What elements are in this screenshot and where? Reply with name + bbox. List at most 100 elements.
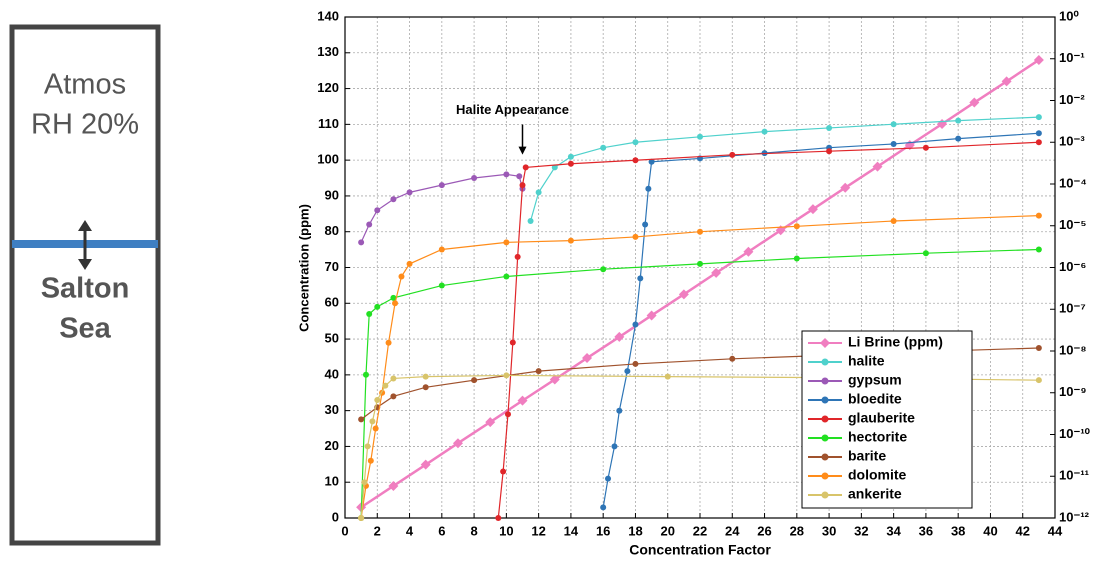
data-point — [729, 355, 736, 362]
data-point — [366, 221, 373, 228]
y-tick-label: 130 — [317, 44, 339, 59]
data-point — [624, 368, 631, 375]
series-line — [360, 58, 1040, 509]
x-tick-label: 10 — [499, 523, 513, 538]
legend: Li Brine (ppm) halite gypsum bloedite glaube… — [801, 330, 973, 509]
data-point — [632, 139, 639, 146]
data-point — [697, 228, 703, 235]
y-tick-label: 100 — [317, 152, 339, 167]
x-tick-label: 44 — [1048, 523, 1063, 538]
data-point — [516, 173, 523, 180]
data-point — [1035, 344, 1042, 351]
data-point — [514, 253, 521, 260]
data-point — [632, 233, 639, 240]
y2-tick-label: 10⁻¹¹ — [1059, 468, 1089, 483]
legend-marker — [821, 453, 829, 461]
legend-marker — [821, 377, 829, 385]
y2-tick-label: 10⁻⁵ — [1059, 217, 1086, 232]
series-line — [360, 173, 524, 243]
data-point — [503, 372, 510, 379]
x-tick-label: 14 — [564, 523, 579, 538]
legend-marker — [820, 338, 830, 348]
data-point — [361, 479, 368, 486]
legend-marker — [821, 358, 829, 366]
data-point — [392, 300, 399, 307]
data-point — [697, 133, 703, 140]
data-point — [390, 196, 397, 203]
data-point — [807, 204, 818, 215]
x-tick-label: 4 — [406, 523, 414, 538]
legend-marker — [821, 415, 829, 423]
data-point — [390, 375, 397, 382]
data-point — [582, 353, 593, 364]
data-point — [452, 438, 463, 449]
x-tick-label: 20 — [660, 523, 674, 538]
x-tick-label: 8 — [470, 523, 477, 538]
data-point — [509, 339, 516, 346]
panel-text: Atmos — [44, 69, 126, 101]
y-tick-label: 10 — [325, 474, 339, 489]
data-point — [890, 121, 897, 128]
x-tick-label: 24 — [725, 523, 740, 538]
data-point — [374, 397, 381, 404]
data-point — [372, 425, 379, 432]
data-point — [890, 217, 897, 224]
data-point — [922, 144, 929, 151]
data-point — [793, 255, 800, 262]
data-point — [519, 182, 526, 189]
y2-tick-label: 10⁻¹² — [1059, 509, 1090, 524]
data-point — [549, 374, 560, 385]
y-tick-label: 60 — [325, 295, 339, 310]
data-point — [535, 189, 542, 196]
legend-marker — [821, 491, 829, 499]
y-tick-label: 70 — [325, 259, 339, 274]
data-point — [438, 182, 445, 189]
data-point — [374, 303, 381, 310]
data-point — [422, 373, 429, 380]
panel-box — [9, 24, 161, 546]
data-point — [872, 161, 883, 172]
data-point — [648, 158, 655, 165]
data-point — [1035, 377, 1042, 384]
x-tick-label: 38 — [951, 523, 965, 538]
data-point — [632, 157, 639, 164]
data-point — [551, 164, 558, 171]
data-point — [485, 417, 496, 428]
y2-tick-label: 10⁻¹ — [1059, 50, 1085, 65]
y2-tick-label: 10⁻³ — [1059, 134, 1085, 149]
x-tick-label: 32 — [854, 523, 868, 538]
x-tick-label: 40 — [983, 523, 997, 538]
data-point — [567, 237, 574, 244]
x-tick-label: 26 — [757, 523, 771, 538]
x-axis-title: Concentration Factor — [629, 542, 771, 558]
data-point — [1001, 76, 1012, 87]
data-point — [358, 515, 365, 521]
data-point — [522, 164, 529, 171]
plot-frame — [344, 16, 1056, 519]
arrow-heads — [78, 220, 92, 270]
data-point — [438, 282, 445, 289]
data-point — [1035, 130, 1042, 137]
y2-tick-label: 10⁻⁷ — [1059, 301, 1086, 316]
panel-text: Sea — [59, 313, 111, 345]
data-point — [793, 223, 800, 230]
data-point — [697, 260, 703, 267]
data-point — [632, 321, 639, 328]
data-point — [637, 275, 644, 282]
data-point — [471, 175, 478, 182]
data-point — [645, 185, 652, 192]
legend-marker — [821, 472, 829, 480]
data-point — [364, 443, 371, 450]
series-line — [360, 374, 1039, 519]
data-point — [374, 207, 381, 214]
data-point — [1035, 212, 1042, 219]
x-tick-label: 28 — [790, 523, 804, 538]
y2-tick-label: 10⁰ — [1059, 8, 1079, 23]
data-point — [495, 515, 502, 521]
x-tick-label: 34 — [886, 523, 901, 538]
series-line — [360, 248, 1039, 519]
data-point — [422, 384, 429, 391]
data-point — [600, 144, 607, 151]
data-point — [438, 246, 445, 253]
data-point — [535, 368, 542, 375]
